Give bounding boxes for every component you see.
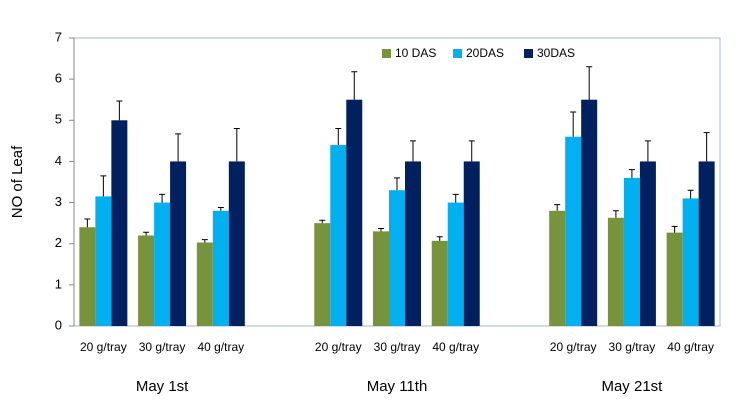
x-tick-label: 20 g/tray xyxy=(550,340,597,354)
x-tick-label: 40 g/tray xyxy=(432,340,479,354)
x-tick-label: 40 g/tray xyxy=(667,340,714,354)
bar xyxy=(196,242,213,326)
x-tick-label: 30 g/tray xyxy=(374,340,421,354)
error-bar xyxy=(159,193,166,203)
error-bar xyxy=(628,169,635,178)
bar xyxy=(111,120,128,327)
x-tick-label: 40 g/tray xyxy=(197,340,244,354)
group-label: May 1st xyxy=(136,378,189,395)
error-bar xyxy=(570,111,577,137)
error-bar xyxy=(687,189,694,199)
y-tick-label: 5 xyxy=(55,112,62,127)
bar xyxy=(431,240,448,326)
error-bar xyxy=(378,227,384,232)
error-bar xyxy=(143,231,150,236)
bar xyxy=(138,235,155,326)
y-axis-label: NO of Leaf xyxy=(9,145,26,218)
error-bar xyxy=(175,133,182,162)
bar xyxy=(373,231,389,326)
bar xyxy=(154,202,171,326)
bar xyxy=(698,161,715,326)
error-bar xyxy=(319,219,326,224)
y-tick-label: 0 xyxy=(55,317,62,332)
x-tick-label: 20 g/tray xyxy=(315,340,362,354)
bar xyxy=(330,144,347,326)
bar xyxy=(565,136,582,326)
y-tick-label: 7 xyxy=(55,29,62,44)
bar xyxy=(170,161,187,326)
y-tick-label: 3 xyxy=(55,194,62,209)
error-bar xyxy=(703,132,710,162)
bar xyxy=(405,161,421,326)
error-bar xyxy=(410,140,416,162)
bar xyxy=(666,232,683,326)
error-bar xyxy=(351,71,358,100)
error-bar xyxy=(217,207,224,211)
error-bar xyxy=(586,66,593,100)
y-tick-label: 4 xyxy=(55,153,62,168)
error-bar xyxy=(452,193,459,203)
group-label: May 11th xyxy=(367,378,428,395)
error-bar xyxy=(468,140,475,162)
y-tick-label: 6 xyxy=(55,71,62,86)
error-bar xyxy=(116,100,123,121)
y-tick-label: 1 xyxy=(55,276,62,291)
bar xyxy=(314,223,331,326)
group-label: May 21st xyxy=(601,378,663,395)
error-bar xyxy=(233,128,240,162)
legend-label: 10 DAS xyxy=(395,46,436,60)
error-bar xyxy=(201,239,208,243)
y-tick-label: 2 xyxy=(55,235,62,250)
error-bar xyxy=(644,140,651,162)
error-bar xyxy=(335,128,342,145)
error-bar xyxy=(100,175,107,197)
x-tick-label: 20 g/tray xyxy=(80,340,127,354)
error-bar xyxy=(436,236,443,241)
bar xyxy=(346,99,363,326)
legend-swatch xyxy=(382,49,391,58)
bar xyxy=(607,217,624,326)
x-tick-label: 30 g/tray xyxy=(609,340,656,354)
legend-label: 30DAS xyxy=(537,46,575,60)
bar xyxy=(623,177,640,326)
legend-label: 20DAS xyxy=(466,46,504,60)
error-bar xyxy=(671,225,678,233)
bar xyxy=(212,210,229,326)
legend-swatch xyxy=(453,49,462,58)
bar xyxy=(79,227,96,326)
bar xyxy=(549,210,566,326)
bar xyxy=(581,99,598,326)
bar xyxy=(447,202,464,326)
error-bar xyxy=(394,177,400,191)
error-bar xyxy=(84,218,91,228)
legend-swatch xyxy=(524,49,533,58)
error-bar xyxy=(612,210,619,218)
error-bar xyxy=(554,204,561,211)
bar xyxy=(95,196,112,326)
bar xyxy=(389,190,405,326)
bar xyxy=(228,161,245,326)
bar xyxy=(682,198,699,326)
bar xyxy=(463,161,480,326)
bar xyxy=(639,161,656,326)
x-tick-label: 30 g/tray xyxy=(139,340,186,354)
